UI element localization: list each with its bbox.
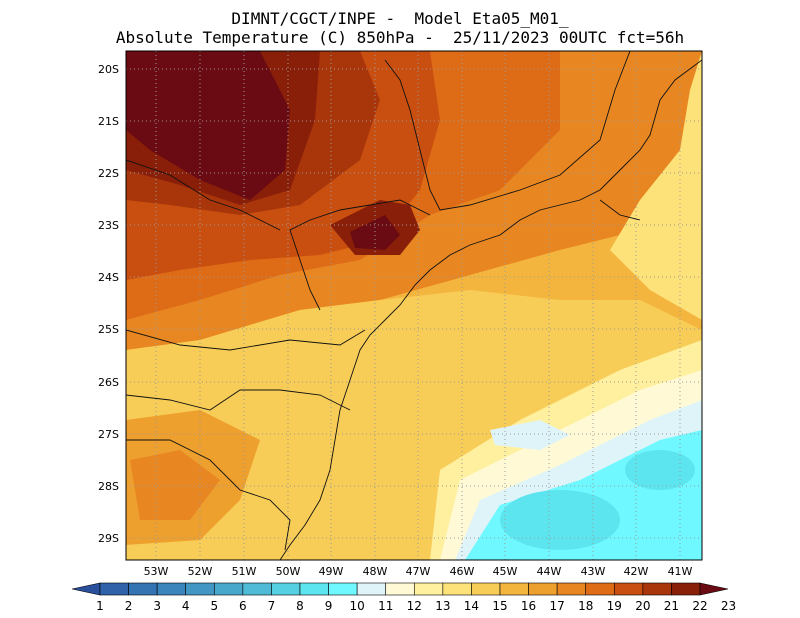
lon-label: 50W <box>276 565 301 578</box>
state-border-pr <box>126 329 366 351</box>
state-border-rj <box>599 199 641 221</box>
field-band-23 <box>126 51 290 200</box>
colorbar-label: 22 <box>692 599 707 613</box>
colorbar-swatch <box>585 582 615 596</box>
colorbar-swatch <box>99 582 129 596</box>
colorbar-label: 18 <box>578 599 593 613</box>
colorbar-label: 20 <box>635 599 650 613</box>
colorbar-swatch <box>642 582 672 596</box>
colorbar-swatch <box>356 582 387 596</box>
lon-label: 52W <box>188 565 213 578</box>
colorbar-swatch <box>528 582 558 596</box>
colorbar-label: 4 <box>182 599 190 613</box>
colorbar-label: 9 <box>325 599 333 613</box>
field-sw-warmer <box>130 450 220 520</box>
coastline <box>279 59 702 560</box>
colorbar-label: 17 <box>550 599 565 613</box>
colorbar-label: 15 <box>492 599 507 613</box>
state-border-sp <box>289 199 431 311</box>
lat-label: 22S <box>98 167 119 180</box>
colorbar-label: 23 <box>721 599 736 613</box>
lat-label: 26S <box>98 376 119 389</box>
lat-label: 27S <box>98 428 119 441</box>
colorbar-label: 12 <box>407 599 422 613</box>
lon-label: 41W <box>668 565 693 578</box>
colorbar-swatch <box>385 582 415 596</box>
colorbar-label: 5 <box>210 599 218 613</box>
colorbar-label: 1 <box>96 599 104 613</box>
field-cool-patch <box>490 420 570 450</box>
lon-label: 49W <box>319 565 344 578</box>
colorbar-swatch <box>328 582 358 596</box>
colorbar-swatch <box>242 582 272 596</box>
colorbar-arrow-low <box>71 582 101 596</box>
colorbar-label: 11 <box>378 599 393 613</box>
colorbar: 1 2 3 4 5 6 7 8 9 10 11 12 13 14 15 16 17 18 19 20 21 22 23 <box>71 582 736 613</box>
lon-axis: 53W 52W 51W 50W 49W 48W 47W 46W 45W 44W … <box>144 565 693 578</box>
colorbar-swatch <box>556 582 587 596</box>
lon-label: 43W <box>581 565 606 578</box>
colorbar-label: 16 <box>521 599 536 613</box>
lon-label: 48W <box>363 565 388 578</box>
temperature-field <box>126 51 702 560</box>
lat-axis: 20S 21S 22S 23S 24S 25S 26S 27S 28S 29S <box>98 63 119 545</box>
colorbar-swatch <box>185 582 215 596</box>
lon-label: 47W <box>406 565 431 578</box>
field-warm-core <box>350 215 400 250</box>
field-band-9 <box>500 490 620 550</box>
lat-label: 23S <box>98 219 119 232</box>
colorbar-label: 6 <box>239 599 247 613</box>
coastlines-borders <box>126 51 702 560</box>
colorbar-label: 19 <box>607 599 622 613</box>
lon-label: 45W <box>493 565 518 578</box>
colorbar-label: 8 <box>296 599 304 613</box>
colorbar-arrow-high <box>699 582 729 596</box>
lat-label: 28S <box>98 480 119 493</box>
colorbar-swatch <box>413 582 444 596</box>
field-band-14 <box>610 51 702 320</box>
colorbar-label: 13 <box>435 599 450 613</box>
chart-title-line2: Absolute Temperature (C) 850hPa - 25/11/… <box>115 28 685 47</box>
lat-label: 29S <box>98 532 119 545</box>
colorbar-swatch <box>271 582 301 596</box>
state-border-sc <box>126 389 351 411</box>
colorbar-label: 21 <box>664 599 679 613</box>
colorbar-label: 3 <box>153 599 161 613</box>
lat-label: 20S <box>98 63 119 76</box>
colorbar-label: 14 <box>464 599 479 613</box>
lat-label: 25S <box>98 323 119 336</box>
lat-label: 24S <box>98 271 119 284</box>
lon-label: 44W <box>537 565 562 578</box>
colorbar-swatch <box>613 582 644 596</box>
colorbar-label: 10 <box>350 599 365 613</box>
state-border-mg <box>384 51 631 211</box>
colorbar-swatch <box>213 582 244 596</box>
colorbar-swatch <box>471 582 501 596</box>
colorbar-swatch <box>671 582 701 596</box>
lon-label: 51W <box>232 565 257 578</box>
colorbar-swatch <box>442 582 472 596</box>
lon-label: 46W <box>450 565 475 578</box>
colorbar-swatch <box>128 582 158 596</box>
lon-label: 42W <box>624 565 649 578</box>
colorbar-swatch <box>156 582 187 596</box>
colorbar-swatch <box>299 582 329 596</box>
colorbar-label: 7 <box>268 599 276 613</box>
colorbar-label: 2 <box>125 599 133 613</box>
lat-label: 21S <box>98 115 119 128</box>
state-border-rs <box>126 439 291 551</box>
lon-label: 53W <box>144 565 169 578</box>
colorbar-swatch <box>499 582 529 596</box>
state-border-ms <box>126 159 281 231</box>
plot-frame <box>125 50 703 561</box>
chart-title-line1: DIMNT/CGCT/INPE - Model Eta05_M01_ <box>231 9 569 28</box>
field-band-9b <box>625 450 695 490</box>
